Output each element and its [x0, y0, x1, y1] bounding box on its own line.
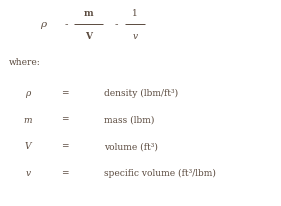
Text: -: - [64, 20, 68, 29]
Text: =: = [61, 88, 68, 97]
Text: where:: where: [8, 57, 40, 66]
Text: specific volume (ft³/lbm): specific volume (ft³/lbm) [104, 169, 216, 178]
Text: v: v [26, 169, 31, 178]
Text: v: v [132, 32, 137, 41]
Text: =: = [61, 169, 68, 178]
Text: mass (lbm): mass (lbm) [104, 115, 154, 124]
Text: density (lbm/ft³): density (lbm/ft³) [104, 88, 178, 97]
Text: =: = [61, 142, 68, 151]
Text: m: m [24, 115, 32, 124]
Text: -: - [115, 20, 118, 29]
Text: V: V [25, 142, 31, 151]
Text: volume (ft³): volume (ft³) [104, 142, 158, 151]
Text: ρ: ρ [40, 20, 47, 29]
Text: =: = [61, 115, 68, 124]
Text: 1: 1 [132, 9, 138, 18]
Text: ρ: ρ [26, 88, 31, 97]
Text: V: V [85, 32, 92, 41]
Text: m: m [84, 9, 93, 18]
